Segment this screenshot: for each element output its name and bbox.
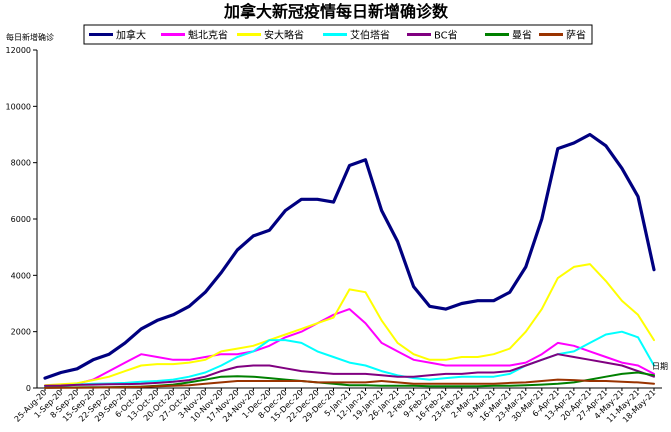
- y-tick-label: 0: [26, 384, 31, 393]
- y-tick-label: 6000: [11, 215, 31, 224]
- x-axis-label: 日期: [652, 362, 668, 371]
- legend-label: 魁北克省: [188, 29, 228, 42]
- y-tick-label: 10000: [6, 102, 31, 111]
- legend-label: 加拿大: [116, 29, 146, 42]
- chart-title: 加拿大新冠疫情每日新增确诊数: [223, 2, 449, 21]
- legend: 加拿大 魁北克省 安大略省 艾伯塔省 BC省 曼省 萨省: [83, 24, 593, 45]
- series-line-3: [44, 330, 655, 388]
- series-line-2: [44, 263, 655, 387]
- series-line-6: [44, 378, 655, 389]
- y-tick-label: 8000: [11, 159, 31, 168]
- y-tick-label: 2000: [11, 328, 31, 337]
- legend-label: BC省: [434, 29, 458, 42]
- series-line-4: [44, 353, 655, 387]
- y-tick-label: 4000: [11, 271, 31, 280]
- legend-label: 萨省: [566, 29, 586, 42]
- legend-label: 安大略省: [264, 29, 304, 42]
- series-line-1: [44, 308, 655, 387]
- y-axis-label: 每日新增确诊: [6, 32, 54, 42]
- y-tick-label: 12000: [6, 46, 31, 55]
- legend-label: 曼省: [512, 29, 532, 42]
- plot-area: 02000400060008000100001200025-Aug-201-Se…: [6, 46, 662, 424]
- series-line-0: [43, 132, 656, 380]
- legend-label: 艾伯塔省: [350, 29, 390, 42]
